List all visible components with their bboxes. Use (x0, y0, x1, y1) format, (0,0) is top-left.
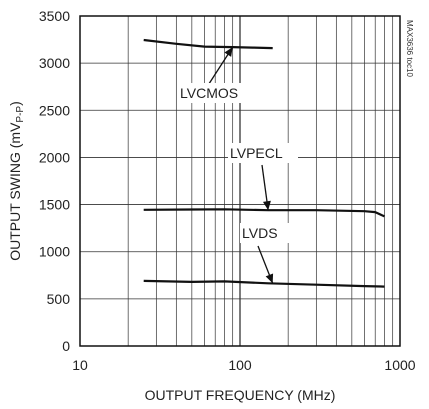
callout-background (178, 83, 252, 103)
y-tick-label: 2500 (39, 102, 70, 118)
callout-arrowhead (262, 200, 271, 211)
y-tick-labels: 0 500 1000 1500 2000 2500 3000 3500 (39, 8, 70, 354)
callout-label-lvds: LVDS (242, 225, 278, 241)
y-tick-label: 1500 (39, 197, 70, 213)
callout-arrowhead (224, 47, 233, 57)
callout-background (240, 223, 292, 243)
callout-label-lvpecl: LVPECL (230, 145, 283, 161)
y-tick-label: 2000 (39, 149, 70, 165)
y-tick-label: 3000 (39, 55, 70, 71)
y-tick-label: 1000 (39, 244, 70, 260)
callout-background (228, 143, 298, 163)
y-axis-label: OUTPUT SWING (mVP-P) (7, 101, 26, 261)
series-lines (143, 38, 385, 288)
y-axis-label-main: OUTPUT SWING (mV (7, 122, 23, 261)
x-tick-label: 100 (228, 357, 252, 373)
series-line-lvcmos (143, 38, 273, 50)
annotations: LVCMOS LVPECL LVDS (178, 46, 298, 284)
plot-frame (79, 15, 401, 347)
x-tick-label: 1000 (384, 357, 415, 373)
x-tick-label: 10 (72, 357, 88, 373)
y-tick-label: 500 (47, 291, 71, 307)
figure-watermark: MAX3636 toc10 (405, 20, 414, 77)
y-tick-label: 0 (62, 338, 70, 354)
x-tick-labels: 10 100 1000 (72, 357, 416, 373)
callout-label-lvcmos: LVCMOS (180, 85, 238, 101)
series-line-lvpecl (143, 208, 385, 218)
callout-arrowhead (265, 273, 274, 284)
y-axis-label-subscript: P-P (15, 106, 26, 123)
grid-lines (80, 16, 400, 346)
y-tick-label: 3500 (39, 8, 70, 24)
series-line-lvds (143, 279, 385, 288)
y-axis-label-close: ) (7, 101, 23, 106)
x-axis-label: OUTPUT FREQUENCY (MHz) (145, 387, 336, 403)
